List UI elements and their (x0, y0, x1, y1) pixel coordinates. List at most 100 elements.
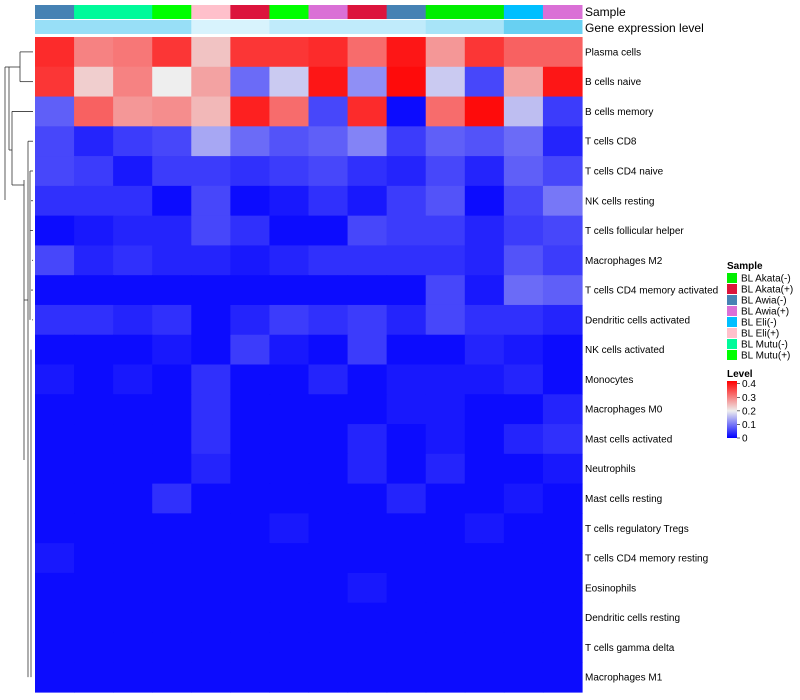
row-label: Mast cells resting (585, 494, 662, 505)
heatmap-cell (464, 156, 505, 187)
expression-annotation-cell (425, 20, 466, 34)
row-label: T cells gamma delta (585, 643, 675, 654)
heatmap-cell (35, 543, 75, 574)
heatmap-cell (113, 156, 153, 187)
heatmap-cell (347, 304, 388, 336)
sample-legend-swatch (727, 350, 737, 360)
heatmap-cell (191, 424, 231, 455)
heatmap-cell (269, 572, 310, 604)
heatmap-cell (386, 156, 427, 187)
heatmap-cell (308, 364, 349, 395)
heatmap-cell (425, 632, 466, 663)
heatmap-cell (347, 37, 388, 68)
heatmap-cell (74, 275, 114, 306)
heatmap-cell (113, 513, 153, 544)
heatmap-cell (503, 37, 544, 68)
heatmap-cell (113, 632, 153, 663)
heatmap-cell (230, 334, 271, 366)
heatmap-cell (269, 424, 310, 455)
heatmap-cell (191, 156, 231, 187)
heatmap-cell (503, 602, 544, 634)
row-label: NK cells resting (585, 196, 654, 207)
sample-annotation-cell (152, 5, 192, 19)
heatmap-cell (542, 126, 583, 157)
heatmap-cell (230, 364, 271, 395)
heatmap-cell (74, 513, 114, 544)
heatmap-cell (113, 364, 153, 395)
heatmap-cell (503, 572, 544, 604)
heatmap-cell (464, 483, 505, 514)
heatmap-cell (464, 394, 505, 425)
heatmap-cell (191, 245, 231, 276)
sample-annotation-cell (464, 5, 505, 19)
heatmap-cell (308, 662, 349, 693)
heatmap-cell (35, 215, 75, 247)
sample-annotation-cell (230, 5, 270, 19)
sample-legend-swatch (727, 306, 737, 316)
heatmap-cell (230, 424, 271, 455)
heatmap-cell (503, 632, 544, 663)
heatmap-cell (269, 96, 310, 127)
heatmap-cell (542, 632, 583, 663)
sample-legend-label: BL Eli(-) (741, 318, 777, 329)
row-label: Neutrophils (585, 464, 636, 475)
heatmap-cell (464, 453, 505, 485)
heatmap-cell (35, 156, 75, 187)
heatmap-cell (386, 483, 427, 514)
heatmap-cell (308, 513, 349, 544)
heatmap-cell (386, 662, 427, 693)
row-label: T cells CD4 naive (585, 167, 664, 178)
heatmap-cell (74, 96, 114, 127)
sample-legend-swatch (727, 284, 737, 294)
heatmap-cell (35, 245, 75, 276)
level-colorbar (727, 381, 737, 438)
heatmap-cell (425, 185, 466, 217)
heatmap-cell (113, 662, 153, 693)
heatmap-cell (113, 275, 153, 306)
heatmap-cell (113, 96, 153, 127)
heatmap-cell (152, 632, 192, 663)
heatmap-cell (230, 572, 271, 604)
heatmap-cell (386, 602, 427, 634)
heatmap-cell (191, 662, 231, 693)
heatmap-cell (191, 394, 231, 425)
heatmap-cell (152, 453, 192, 485)
heatmap-cell (191, 364, 231, 395)
heatmap-cell (230, 37, 271, 68)
heatmap-cell (386, 66, 427, 98)
heatmap-cell (425, 334, 466, 366)
heatmap-cell (35, 37, 75, 68)
heatmap-cell (425, 37, 466, 68)
heatmap-cell (35, 394, 75, 425)
row-label: Macrophages M0 (585, 405, 663, 416)
heatmap-cell (74, 662, 114, 693)
heatmap-cell (35, 632, 75, 663)
heatmap-cell (386, 126, 427, 157)
heatmap-cell (542, 66, 583, 98)
row-label: Monocytes (585, 375, 633, 386)
heatmap-cell (425, 126, 466, 157)
heatmap-cell (347, 156, 388, 187)
heatmap-cell (308, 424, 349, 455)
heatmap-cell (152, 304, 192, 336)
sample-annotation-cell (74, 5, 114, 19)
sample-legend-label: BL Eli(+) (741, 329, 779, 340)
heatmap-cell (230, 453, 271, 485)
heatmap-cell (347, 602, 388, 634)
heatmap-cell (191, 334, 231, 366)
heatmap-cell (35, 483, 75, 514)
heatmap-cell (230, 96, 271, 127)
heatmap-cell (230, 394, 271, 425)
heatmap-cell (269, 662, 310, 693)
heatmap-cell (113, 126, 153, 157)
heatmap-cell (74, 185, 114, 217)
sample-annotation-cell (542, 5, 583, 19)
heatmap-cell (269, 245, 310, 276)
row-labels: Plasma cells B cells naive B cells memory T… (585, 47, 718, 683)
heatmap-cell (308, 572, 349, 604)
row-label: T cells regulatory Tregs (585, 524, 689, 535)
heatmap-cell (191, 543, 231, 574)
heatmap-cell (347, 245, 388, 276)
heatmap-cell (35, 662, 75, 693)
